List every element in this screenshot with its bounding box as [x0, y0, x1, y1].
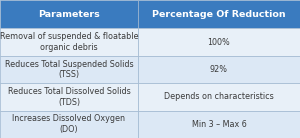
Bar: [0, 83, 138, 111]
Bar: [138, 83, 300, 111]
Bar: [138, 56, 300, 83]
Text: Reduces Total Dissolved Solids
(TDS): Reduces Total Dissolved Solids (TDS): [8, 87, 130, 107]
Text: Parameters: Parameters: [38, 10, 100, 19]
Text: 92%: 92%: [210, 65, 228, 74]
Bar: [0, 56, 138, 83]
Text: Depends on characteristics: Depends on characteristics: [164, 92, 274, 101]
Text: Percentage Of Reduction: Percentage Of Reduction: [152, 10, 286, 19]
Bar: [0, 111, 138, 138]
Bar: [0, 0, 138, 28]
Bar: [138, 28, 300, 56]
Bar: [138, 111, 300, 138]
Text: Increases Dissolved Oxygen
(DO): Increases Dissolved Oxygen (DO): [13, 114, 125, 134]
Text: 100%: 100%: [208, 38, 230, 47]
Text: Reduces Total Suspended Solids
(TSS): Reduces Total Suspended Solids (TSS): [5, 60, 133, 79]
Text: Removal of suspended & floatable
organic debris: Removal of suspended & floatable organic…: [0, 32, 138, 52]
Bar: [0, 28, 138, 56]
Text: Min 3 – Max 6: Min 3 – Max 6: [192, 120, 246, 129]
Bar: [138, 0, 300, 28]
